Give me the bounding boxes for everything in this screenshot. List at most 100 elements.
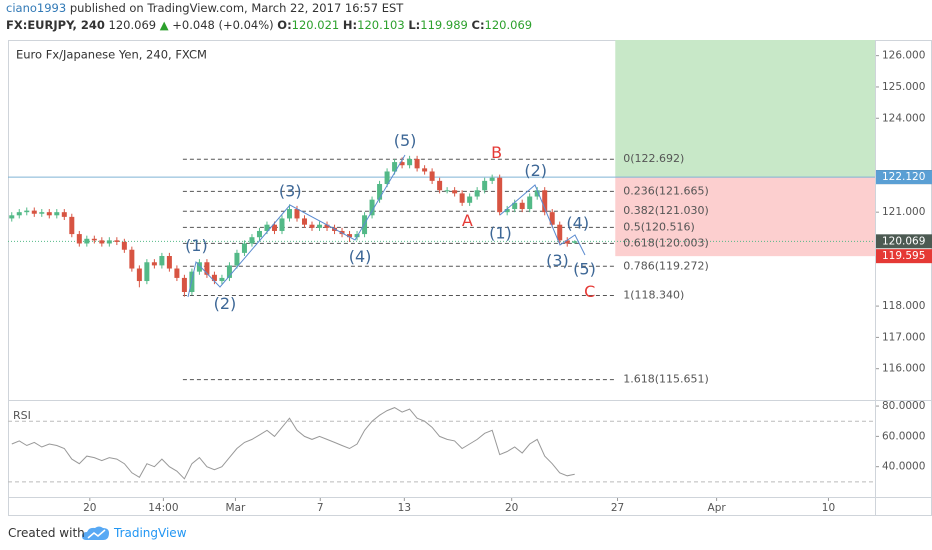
main-layer — [9, 155, 578, 480]
high-label: H: — [342, 18, 358, 32]
wave-line — [187, 154, 406, 298]
open: 120.021 — [291, 18, 340, 32]
arrow: ▲ — [159, 18, 169, 32]
candle-body — [159, 256, 165, 266]
candle-body — [294, 209, 300, 219]
wave-label: C — [584, 282, 595, 301]
close: 120.069 — [484, 18, 533, 32]
fib-label: 0(122.692) — [623, 152, 684, 165]
wave-label: A — [462, 211, 473, 230]
candle-body — [286, 209, 292, 219]
publish-line: ciano1993 published on TradingView.com, … — [6, 1, 403, 15]
wave-label: (5) — [394, 131, 417, 150]
candle-body — [534, 190, 540, 197]
candle-body — [46, 212, 52, 216]
y-tick-label: 116.000 — [882, 363, 925, 375]
rsi-title: RSI — [13, 409, 31, 422]
price-marker — [876, 234, 932, 249]
background-layer — [8, 40, 875, 483]
candle-body — [69, 216, 75, 235]
wave-label: (5) — [573, 259, 596, 278]
x-tick-label: Mar — [226, 502, 246, 514]
target-zone — [615, 40, 875, 178]
candle-body — [219, 277, 225, 282]
candle-body — [264, 224, 270, 231]
candle-body — [84, 238, 90, 244]
candle-body — [549, 212, 555, 225]
y-tick-label: 125.000 — [882, 81, 925, 93]
candle-body — [16, 212, 22, 216]
stop-zone — [615, 177, 875, 257]
label-layer: 0(122.692) 0.236(121.665) 0.382(121.030) 0.… — [83, 50, 932, 514]
fib-label: 0.786(119.272) — [623, 259, 709, 272]
footer-brand[interactable]: TradingView — [114, 526, 187, 540]
price-marker-label: 120.069 — [882, 235, 925, 247]
candle-body — [399, 162, 405, 166]
candle-body — [572, 241, 578, 243]
x-tick-label: 10 — [822, 502, 835, 514]
y-tick-label: 117.000 — [882, 331, 925, 343]
close-label: C: — [471, 18, 485, 32]
candle-body — [279, 218, 285, 231]
candle-body — [302, 218, 308, 225]
candle-body — [474, 190, 480, 197]
candle-body — [241, 243, 247, 253]
candle-body — [384, 171, 390, 184]
fib-label: 1(118.340) — [623, 288, 684, 301]
candle-body — [196, 262, 202, 272]
candle-body — [24, 210, 30, 213]
candle-body — [459, 193, 465, 203]
candle-body — [61, 212, 67, 217]
y-tick-label: 118.000 — [882, 300, 925, 312]
x-tick-label: 20 — [505, 502, 518, 514]
x-tick-label: 14:00 — [148, 502, 178, 514]
candle-body — [211, 274, 217, 282]
rsi-tick-label: 40.0000 — [882, 461, 925, 473]
author[interactable]: ciano1993 — [6, 1, 67, 15]
candle-body — [99, 240, 105, 244]
candle-body — [309, 224, 315, 228]
candle-body — [317, 224, 323, 228]
candle-body — [324, 224, 330, 228]
candle-body — [527, 196, 533, 210]
candle-body — [106, 240, 112, 244]
wave-label: (2) — [214, 294, 237, 313]
price-marker — [876, 249, 932, 264]
fib-label: 0.236(121.665) — [623, 184, 709, 197]
low: 119.989 — [420, 18, 468, 32]
wave-label: (3) — [279, 181, 302, 200]
candle-body — [512, 202, 518, 210]
candle-body — [181, 277, 187, 292]
symbol: FX:EURJPY, 240 — [6, 18, 105, 32]
fib-label: 0.5(120.516) — [623, 220, 695, 233]
candle-body — [407, 158, 413, 166]
y-tick-label: 121.000 — [882, 206, 925, 218]
candle-body — [504, 209, 510, 213]
last-price: 120.069 — [108, 18, 157, 32]
x-tick-label: 13 — [398, 502, 411, 514]
candle-body — [542, 190, 548, 213]
open-label: O: — [277, 18, 292, 32]
candle-body — [31, 210, 37, 214]
candle-body — [392, 162, 398, 172]
candle-body — [234, 252, 240, 266]
candle-body — [557, 224, 563, 241]
candle-body — [249, 237, 255, 244]
candle-body — [437, 180, 443, 191]
candle-body — [377, 184, 383, 200]
wave-label: (4) — [349, 247, 372, 266]
candle-body — [452, 190, 458, 194]
candle-body — [144, 262, 150, 282]
low-label: L: — [408, 18, 421, 32]
wave-label: (4) — [566, 213, 589, 232]
candle-body — [271, 224, 277, 231]
candle-body — [497, 177, 503, 213]
candle-body — [422, 168, 428, 172]
fib-label: 0.618(120.003) — [623, 236, 709, 249]
quote-line: FX:EURJPY, 240 120.069 ▲ +0.048 (+0.04%)… — [6, 18, 532, 32]
wave-label: B — [491, 143, 502, 162]
candle-body — [136, 268, 142, 282]
footer-text: Created with — [8, 526, 85, 540]
